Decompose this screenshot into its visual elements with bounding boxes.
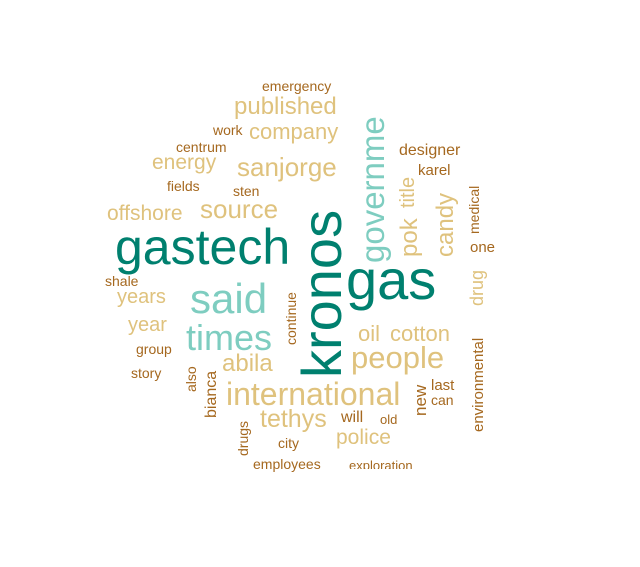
word-shale: shale (105, 273, 139, 289)
word-offshore: offshore (107, 202, 183, 225)
word-drug: drug (467, 269, 487, 306)
word-police: police (336, 426, 391, 449)
word-title: title (397, 176, 419, 208)
word-years: years (117, 286, 166, 308)
word-drugs: drugs (235, 420, 251, 456)
word-last: last (431, 377, 455, 394)
word-continue: continue (283, 292, 299, 345)
word-pok: pok (396, 218, 423, 257)
word-employees: employees (253, 456, 321, 472)
word-medical: medical (466, 185, 482, 234)
word-oil: oil (358, 321, 381, 346)
word-designer: designer (399, 142, 461, 159)
word-fields: fields (167, 178, 200, 194)
word-bianca: bianca (203, 370, 220, 418)
word-city: city (278, 435, 299, 451)
word-gastech: gastech (115, 219, 291, 275)
word-new: new (411, 384, 430, 416)
word-cotton: cotton (390, 321, 450, 346)
word-said: said (190, 275, 268, 322)
word-company: company (249, 119, 339, 144)
word-exploration: exploration (349, 459, 413, 469)
word-karel: karel (418, 162, 451, 179)
word-published: published (234, 93, 337, 120)
word-can: can (431, 392, 454, 408)
word-times: times (186, 317, 273, 358)
word-people: people (351, 340, 445, 375)
word-also: also (183, 366, 199, 392)
word-governme: governme (354, 116, 391, 263)
word-kronos: kronos (290, 209, 353, 378)
word-emergency: emergency (262, 78, 332, 94)
word-story: story (131, 365, 162, 381)
word-centrum: centrum (176, 139, 227, 155)
word-abila: abila (222, 350, 273, 377)
word-will: will (341, 409, 364, 426)
word-group: group (136, 341, 172, 357)
word-old: old (380, 412, 398, 427)
word-tethys: tethys (260, 405, 327, 433)
word-gas: gas (346, 248, 437, 311)
word-sten: sten (233, 183, 260, 199)
word-energy: energy (152, 151, 217, 174)
word-year: year (128, 314, 167, 336)
word-work: work (213, 122, 243, 138)
word-international: international (226, 376, 401, 412)
word-sanjorge: sanjorge (237, 152, 337, 182)
word-source: source (200, 194, 279, 224)
word-environmental: environmental (470, 337, 487, 432)
word-candy: candy (432, 192, 459, 257)
word-one: one (470, 239, 496, 256)
